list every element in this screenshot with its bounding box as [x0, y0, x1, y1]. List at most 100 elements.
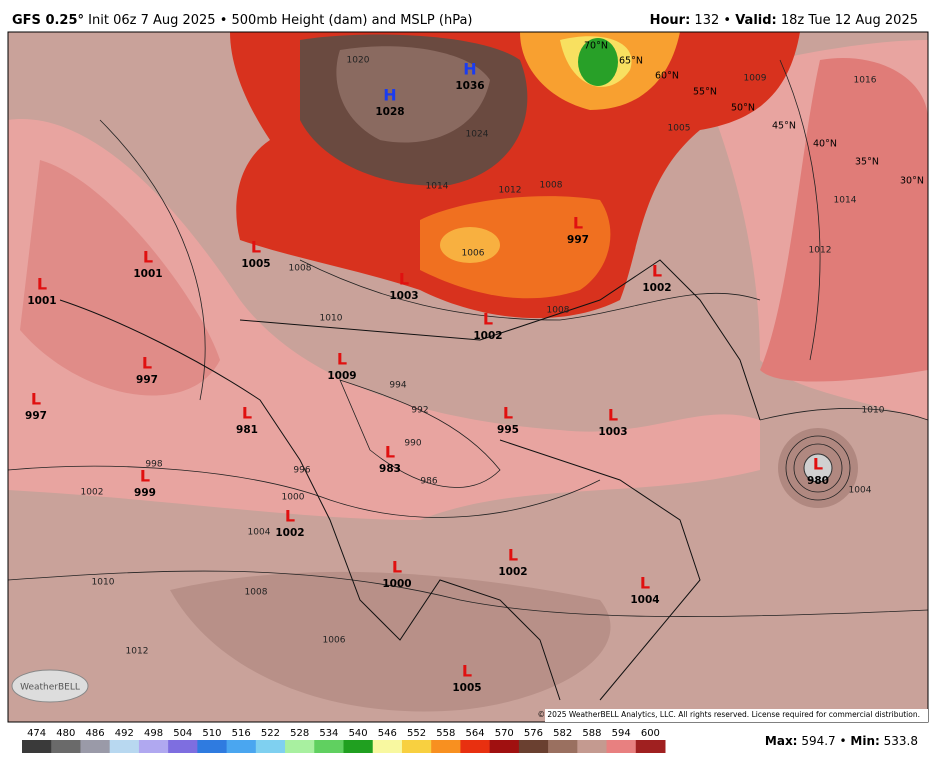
hour: 132	[694, 13, 719, 28]
colorbar-cell	[401, 740, 432, 753]
colorbar-cell	[285, 740, 315, 753]
isobar-label: 1012	[126, 647, 149, 657]
latitude-label: 60°N	[655, 71, 679, 82]
isobar-label: 1024	[466, 130, 489, 140]
map	[8, 32, 928, 722]
copyright: © 2025 WeatherBELL Analytics, LLC. All r…	[538, 710, 920, 719]
latitude-label: 65°N	[619, 56, 643, 67]
separator: •	[840, 734, 847, 748]
isobar-label: 1006	[462, 249, 485, 259]
borders	[59, 259, 761, 701]
colorbar-cell	[460, 740, 491, 753]
center-letter: L	[483, 310, 493, 329]
isobar-label: 1014	[834, 196, 857, 206]
colorbar-tick-label: 498	[144, 728, 163, 739]
init: Init 06z 7 Aug 2025 • 500mb Height (dam)…	[88, 13, 472, 28]
separator: •	[723, 13, 731, 28]
center-value: 1003	[598, 426, 627, 438]
center-value: 980	[807, 475, 829, 487]
colorbar-tick-label: 588	[582, 728, 601, 739]
colorbar-tick-label: 552	[407, 728, 426, 739]
logo: WeatherBELL	[11, 669, 89, 703]
colorbar-cell	[138, 740, 169, 753]
center-letter: L	[285, 507, 295, 526]
isobar-label: 992	[411, 406, 428, 416]
center-value: 983	[379, 463, 401, 475]
center-value: 1003	[389, 290, 418, 302]
warm-region	[8, 119, 760, 520]
colorbar-cell	[109, 740, 140, 753]
isobar-label: 1008	[547, 306, 570, 316]
valid: 18z Tue 12 Aug 2025	[781, 13, 918, 28]
model: GFS 0.25°	[12, 13, 84, 28]
high-height-region	[420, 196, 611, 299]
center-value: 1005	[452, 682, 481, 694]
isobar-label: 1012	[499, 186, 522, 196]
low-height-core	[578, 38, 618, 86]
colorbar-tick-label: 534	[319, 728, 338, 739]
center-value: 1036	[455, 80, 484, 92]
center-value: 997	[25, 410, 47, 422]
center-letter: L	[385, 443, 395, 462]
colorbar-tick-label: 492	[115, 728, 134, 739]
center-letter: L	[31, 390, 41, 409]
isobar-label: 996	[293, 466, 310, 476]
center-letter: H	[383, 86, 396, 105]
colorbar-tick-label: 594	[612, 728, 631, 739]
colorbar-tick-label: 486	[86, 728, 105, 739]
isobar-label: 1006	[323, 636, 346, 646]
center-value: 997	[136, 374, 158, 386]
isobar-label: 1014	[426, 182, 449, 192]
colorbar-tick-label: 600	[641, 728, 660, 739]
colorbar-tick-label: 504	[173, 728, 192, 739]
colorbar-cell	[518, 740, 549, 753]
colorbar-cell	[226, 740, 257, 753]
center-letter: L	[142, 354, 152, 373]
center-letter: L	[337, 350, 347, 369]
max-label: Max:	[765, 734, 798, 748]
high-height-core	[440, 227, 500, 263]
latitude-label: 45°N	[772, 121, 796, 132]
center-value: 1001	[133, 268, 162, 280]
isobars	[8, 59, 928, 617]
isobar-label: 1008	[540, 181, 563, 191]
min: 533.8	[884, 734, 918, 748]
warm-region	[20, 160, 220, 396]
isobar-label: 1010	[92, 578, 115, 588]
latitude-label: 55°N	[693, 87, 717, 98]
colorbar-cell	[343, 740, 374, 753]
isobar-label: 1000	[282, 493, 305, 503]
isobar-label: 994	[389, 381, 406, 391]
colorbar-tick-label: 474	[27, 728, 46, 739]
center-letter: L	[251, 238, 261, 257]
center-letter: L	[140, 467, 150, 486]
center-letter: L	[608, 406, 618, 425]
isobar-label: 1008	[289, 264, 312, 274]
colorbar-cell	[372, 740, 403, 753]
latitude-label: 50°N	[731, 103, 755, 114]
colorbar-cell	[255, 740, 286, 753]
colorbar-cell	[431, 740, 461, 753]
colorbar-tick-label: 546	[378, 728, 397, 739]
center-value: 1028	[375, 106, 404, 118]
latitude-label: 40°N	[813, 139, 837, 150]
isobar-label: 1016	[854, 76, 877, 86]
min-label: Min:	[850, 734, 879, 748]
center-value: 1009	[327, 370, 356, 382]
colorbar-cell	[635, 740, 666, 753]
isobar-label: 986	[420, 477, 437, 487]
colorbar-tick-label: 480	[56, 728, 75, 739]
colorbar-cell	[22, 740, 52, 753]
center-value: 995	[497, 424, 519, 436]
center-letter: L	[573, 214, 583, 233]
isobar-label: 990	[404, 439, 421, 449]
center-letter: L	[242, 404, 252, 423]
colorbar-cell	[80, 740, 111, 753]
colorbar-tick-label: 540	[349, 728, 368, 739]
latitude-label: 30°N	[900, 176, 924, 187]
isobar-label: 1004	[248, 528, 271, 538]
center-value: 1000	[382, 578, 411, 590]
latitude-label: 70°N	[584, 41, 608, 52]
colorbar-cell	[51, 740, 81, 753]
isobar-label: 1005	[668, 124, 691, 134]
